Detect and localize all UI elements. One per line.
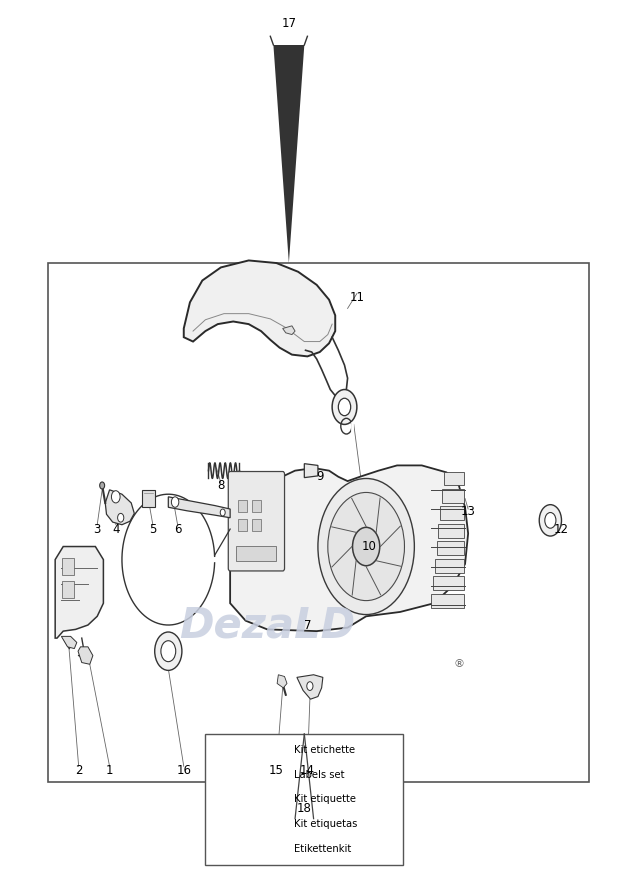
Bar — [238, 520, 247, 531]
Circle shape — [539, 505, 561, 536]
Bar — [252, 500, 261, 512]
Bar — [206, 734, 403, 864]
Bar — [442, 489, 464, 503]
Circle shape — [318, 479, 414, 614]
Text: Kit etichette: Kit etichette — [294, 746, 356, 755]
Text: 2: 2 — [75, 764, 83, 777]
Text: 17: 17 — [281, 17, 296, 30]
Bar — [438, 524, 464, 538]
Text: 6: 6 — [174, 522, 181, 536]
Bar — [444, 472, 464, 486]
Text: 18: 18 — [297, 802, 312, 815]
Polygon shape — [283, 326, 295, 334]
Circle shape — [220, 509, 225, 516]
Circle shape — [171, 497, 179, 507]
Text: 13: 13 — [461, 505, 476, 518]
Bar — [252, 520, 261, 531]
Bar — [62, 580, 75, 598]
FancyBboxPatch shape — [229, 472, 284, 571]
Text: Kit etiquetas: Kit etiquetas — [294, 819, 358, 829]
Circle shape — [545, 513, 556, 528]
Text: 9: 9 — [316, 470, 324, 483]
Circle shape — [353, 528, 379, 566]
Polygon shape — [297, 675, 323, 699]
Polygon shape — [105, 490, 134, 525]
Bar — [238, 500, 247, 512]
Polygon shape — [142, 490, 155, 508]
Bar — [48, 263, 589, 782]
Polygon shape — [230, 466, 468, 631]
Bar — [237, 546, 276, 562]
Text: 3: 3 — [94, 522, 101, 536]
Polygon shape — [304, 464, 318, 478]
Bar — [62, 558, 75, 575]
Text: 16: 16 — [176, 764, 191, 777]
Circle shape — [155, 632, 182, 670]
Circle shape — [161, 640, 176, 662]
Text: DezaLD: DezaLD — [179, 604, 355, 646]
Text: 14: 14 — [300, 764, 315, 777]
Circle shape — [117, 514, 124, 522]
Polygon shape — [55, 547, 103, 638]
Circle shape — [328, 493, 404, 600]
Text: 5: 5 — [149, 522, 156, 536]
Text: Etikettenkit: Etikettenkit — [294, 844, 351, 854]
Text: Labels set: Labels set — [294, 770, 345, 780]
Text: ®: ® — [453, 659, 465, 669]
Polygon shape — [273, 45, 304, 263]
Circle shape — [332, 389, 357, 424]
Text: 4: 4 — [112, 522, 119, 536]
Text: 10: 10 — [362, 540, 377, 553]
Polygon shape — [184, 261, 335, 356]
Text: 12: 12 — [553, 522, 568, 536]
Bar — [431, 593, 464, 607]
Circle shape — [111, 491, 120, 503]
Text: Kit etiquette: Kit etiquette — [294, 794, 356, 804]
Polygon shape — [168, 497, 230, 518]
Text: 15: 15 — [269, 764, 284, 777]
Bar — [433, 576, 464, 590]
Polygon shape — [277, 675, 287, 688]
Circle shape — [338, 398, 351, 416]
Text: 8: 8 — [217, 479, 225, 492]
Polygon shape — [61, 636, 77, 648]
Text: 11: 11 — [350, 291, 365, 304]
Bar — [437, 542, 464, 556]
Circle shape — [307, 682, 313, 690]
Circle shape — [100, 482, 104, 489]
Bar — [435, 559, 464, 573]
Bar — [440, 507, 464, 521]
Polygon shape — [78, 647, 93, 664]
Text: 7: 7 — [304, 619, 311, 632]
Text: 1: 1 — [106, 764, 113, 777]
